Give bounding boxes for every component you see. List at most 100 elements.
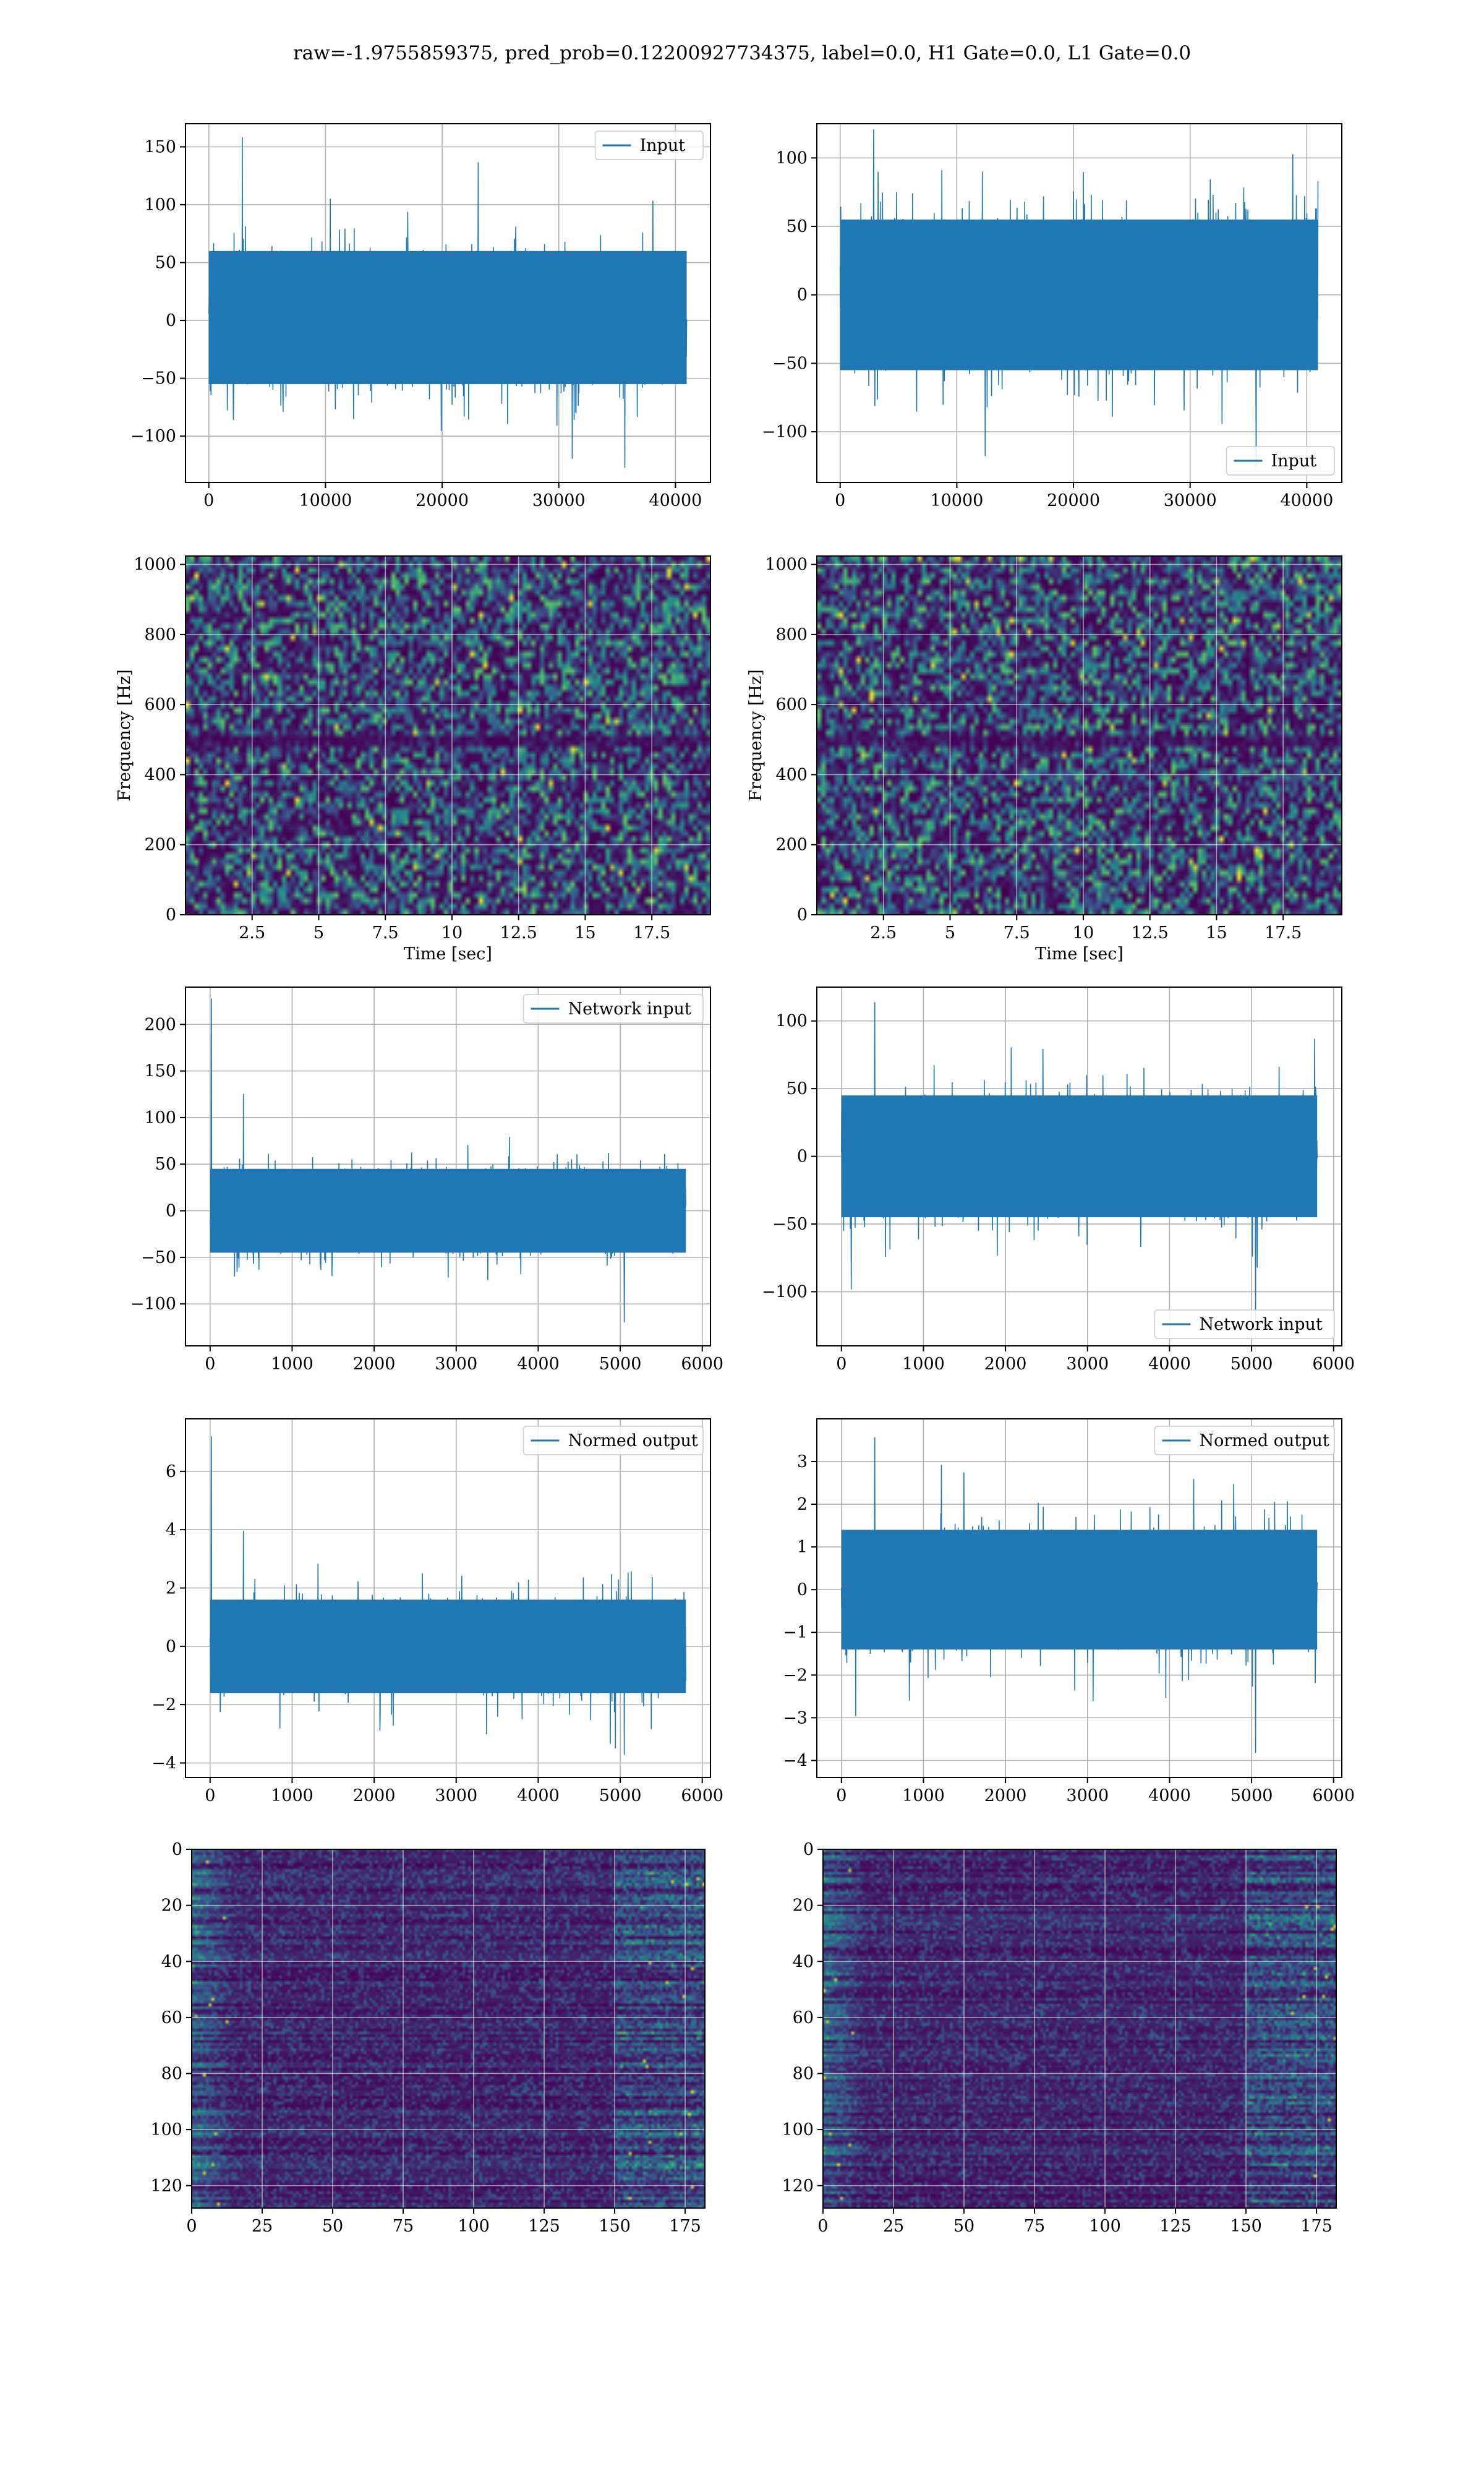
legend-label: Network input <box>568 999 691 1019</box>
y-tick-label: 40 <box>161 1952 182 1971</box>
heatmap-cells <box>823 1849 1336 2208</box>
x-tick-label: 75 <box>1024 2217 1045 2236</box>
panel-norm-l1: 0 1000 2000 3000 4000 5000 6000 −4 −3 −2 −1 0 1 2 3 Nor… <box>783 1418 1355 1805</box>
y-tick-label: 100 <box>775 148 808 168</box>
axes-frame <box>185 987 711 1346</box>
y-tick-label: 800 <box>144 625 176 644</box>
axes-frame <box>185 1418 711 1778</box>
x-tick-label: 30000 <box>532 491 586 510</box>
x-tick-label: 40000 <box>1280 491 1333 510</box>
series-line <box>210 1436 686 1755</box>
x-tick-label: 1000 <box>902 1786 945 1805</box>
axes-frame <box>191 1849 706 2209</box>
y-tick-label: 100 <box>775 1012 808 1031</box>
y-tick-label: 80 <box>793 2065 814 2084</box>
axes-frame <box>816 987 1342 1346</box>
axes-frame <box>816 555 1342 915</box>
x-tick-label: 100 <box>1089 2217 1121 2236</box>
y-tick-label: −50 <box>772 1215 808 1234</box>
y-tick-label: −1 <box>783 1623 808 1642</box>
legend: Normed output <box>522 1426 704 1455</box>
y-tick-label: 60 <box>161 2008 182 2027</box>
legend: Network input <box>522 994 704 1024</box>
y-tick-label: 150 <box>144 137 176 156</box>
x-tick-label: 20000 <box>1047 491 1100 510</box>
y-tick-label: 0 <box>797 1147 808 1166</box>
y-tick-label: 600 <box>144 695 176 714</box>
x-tick-label: 6000 <box>1312 1786 1355 1805</box>
legend-label: Network input <box>1200 1315 1323 1334</box>
y-tick-label: 20 <box>793 1896 814 1915</box>
y-tick-label: 3 <box>797 1452 808 1471</box>
x-tick-label: 4000 <box>1148 1786 1191 1805</box>
x-tick-label: 40000 <box>649 491 702 510</box>
y-tick-label: 6 <box>166 1462 176 1481</box>
legend-label: Input <box>640 136 686 155</box>
x-tick-label: 15 <box>574 923 595 943</box>
legend: Input <box>594 131 704 160</box>
y-tick-label: −4 <box>151 1753 176 1773</box>
x-tick-label: 5000 <box>1230 1355 1273 1374</box>
y-tick-label: −3 <box>783 1708 808 1727</box>
legend-box <box>1154 1426 1335 1455</box>
y-tick-label: 80 <box>161 2065 182 2084</box>
x-tick-label: 0 <box>817 2217 828 2236</box>
y-tick-label: 0 <box>797 286 808 305</box>
x-tick-label: 1000 <box>271 1786 313 1805</box>
x-tick-label: 4000 <box>517 1786 560 1805</box>
panel-spec-l1: 2.5 5 7.5 10 12.5 15 17.5 0 200 400 600 800 1000 Time… <box>746 555 1342 964</box>
y-tick-label: 1000 <box>134 555 176 575</box>
y-tick-label: −50 <box>772 354 808 373</box>
axes-frame <box>185 555 711 915</box>
x-tick-label: 10000 <box>930 491 983 510</box>
x-tick-label: 175 <box>1300 2217 1333 2236</box>
y-tick-label: 0 <box>166 1637 176 1656</box>
x-tick-label: 3000 <box>1066 1355 1109 1374</box>
y-tick-label: 100 <box>150 2120 182 2139</box>
x-tick-label: 2000 <box>984 1786 1027 1805</box>
legend-label: Normed output <box>568 1431 698 1450</box>
figure-title: raw=-1.9755859375, pred_prob=0.122009277… <box>292 42 1192 64</box>
y-tick-label: 50 <box>155 1155 176 1174</box>
y-tick-label: 0 <box>797 1580 808 1599</box>
x-tick-label: 10 <box>1073 923 1094 943</box>
y-tick-label: 100 <box>144 195 176 215</box>
x-tick-label: 6000 <box>681 1355 723 1374</box>
legend-box <box>522 1426 704 1455</box>
series-band <box>210 1168 686 1253</box>
y-tick-label: 0 <box>172 1840 182 1859</box>
series-band <box>840 219 1318 370</box>
y-tick-label: 0 <box>166 905 176 925</box>
y-tick-label: 50 <box>787 217 808 236</box>
x-tick-label: 5000 <box>1230 1786 1273 1805</box>
x-tick-label: 50 <box>953 2217 974 2236</box>
x-tick-label: 75 <box>393 2217 414 2236</box>
heatmap-cells <box>192 1849 705 2208</box>
x-tick-label: 0 <box>836 1355 846 1374</box>
panel-input-l1: 0 10000 20000 30000 40000 −100 −50 0 50 100 Input <box>762 123 1342 510</box>
y-tick-label: 0 <box>803 1840 814 1859</box>
series-band <box>841 1095 1318 1218</box>
y-axis-label: Frequency [Hz] <box>746 669 765 801</box>
y-tick-label: 200 <box>144 1015 176 1034</box>
x-tick-label: 1000 <box>271 1355 313 1374</box>
x-tick-label: 125 <box>528 2217 560 2236</box>
x-tick-label: 5 <box>945 923 955 943</box>
y-tick-label: 200 <box>144 836 176 855</box>
legend-box <box>1226 446 1335 476</box>
y-tick-label: 600 <box>775 695 808 714</box>
x-tick-label: 2000 <box>353 1786 396 1805</box>
x-axis-label: Time [sec] <box>404 944 492 964</box>
x-tick-label: 0 <box>186 2217 197 2236</box>
legend: Network input <box>1154 1309 1335 1339</box>
y-tick-label: 400 <box>144 765 176 784</box>
panel-spec-h1: 2.5 5 7.5 10 12.5 15 17.5 0 200 400 600 800 1000 Time… <box>115 555 711 964</box>
y-tick-label: 100 <box>144 1108 176 1128</box>
y-tick-label: 60 <box>793 2008 814 2027</box>
x-tick-label: 30000 <box>1164 491 1217 510</box>
x-tick-label: 150 <box>1230 2217 1262 2236</box>
x-tick-label: 25 <box>883 2217 904 2236</box>
y-tick-label: 1 <box>797 1538 808 1557</box>
panel-feat-l1: 0 25 50 75 100 125 150 175 0 20 40 60 80 100 120 <box>782 1840 1337 2236</box>
